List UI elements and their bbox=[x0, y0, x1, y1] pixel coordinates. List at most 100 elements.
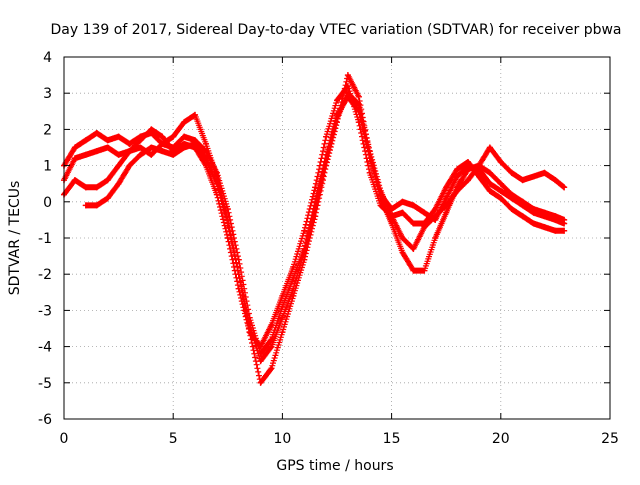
data-point bbox=[115, 180, 122, 187]
data-point bbox=[366, 169, 373, 176]
data-point bbox=[552, 177, 559, 184]
y-tick-label: 2 bbox=[43, 122, 52, 138]
data-point bbox=[410, 220, 417, 227]
data-point bbox=[443, 195, 450, 202]
data-point bbox=[465, 177, 472, 184]
data-point bbox=[552, 213, 559, 220]
data-point bbox=[465, 158, 472, 165]
data-point bbox=[279, 329, 286, 336]
chart-title: Day 139 of 2017, Sidereal Day-to-day VTE… bbox=[50, 22, 621, 38]
x-tick-label: 15 bbox=[383, 431, 401, 447]
points-layer bbox=[61, 72, 568, 386]
y-tick-label: 4 bbox=[43, 50, 52, 66]
data-point bbox=[312, 206, 319, 213]
data-point bbox=[202, 140, 209, 147]
data-point bbox=[541, 209, 548, 216]
data-point bbox=[82, 184, 89, 191]
data-point bbox=[355, 101, 362, 108]
x-tick-label: 25 bbox=[601, 431, 619, 447]
data-point bbox=[82, 202, 89, 209]
data-point bbox=[399, 209, 406, 216]
y-tick-label: -4 bbox=[38, 340, 52, 356]
data-point bbox=[519, 213, 526, 220]
data-point bbox=[344, 72, 351, 79]
data-point bbox=[377, 202, 384, 209]
data-point bbox=[301, 249, 308, 256]
data-point bbox=[508, 206, 515, 213]
data-point bbox=[561, 184, 568, 191]
y-tick-label: 3 bbox=[43, 86, 52, 102]
data-point bbox=[497, 187, 504, 194]
data-point bbox=[432, 213, 439, 220]
data-point bbox=[148, 126, 155, 133]
data-point bbox=[126, 140, 133, 147]
data-point bbox=[170, 148, 177, 155]
data-point bbox=[104, 137, 111, 144]
data-point bbox=[181, 140, 188, 147]
data-point bbox=[497, 180, 504, 187]
x-tick-label: 10 bbox=[273, 431, 291, 447]
data-point bbox=[71, 144, 78, 151]
data-point bbox=[137, 144, 144, 151]
data-point bbox=[344, 82, 351, 89]
data-point bbox=[561, 216, 568, 223]
data-point bbox=[432, 206, 439, 213]
data-point bbox=[279, 314, 286, 321]
data-point bbox=[137, 137, 144, 144]
data-point bbox=[181, 119, 188, 126]
data-point bbox=[159, 140, 166, 147]
data-point bbox=[126, 148, 133, 155]
data-point bbox=[486, 144, 493, 151]
data-point bbox=[561, 227, 568, 234]
y-tick-label: 0 bbox=[43, 195, 52, 211]
data-point bbox=[213, 191, 220, 198]
data-point bbox=[268, 343, 275, 350]
data-point bbox=[355, 119, 362, 126]
data-point bbox=[399, 198, 406, 205]
data-point bbox=[410, 267, 417, 274]
data-point bbox=[475, 173, 482, 180]
data-point bbox=[159, 133, 166, 140]
y-tick-label: 1 bbox=[43, 159, 52, 175]
series-2 bbox=[61, 72, 568, 386]
data-point bbox=[257, 358, 264, 365]
data-point bbox=[541, 169, 548, 176]
x-tick-label: 0 bbox=[60, 431, 69, 447]
data-point bbox=[104, 177, 111, 184]
data-point bbox=[443, 184, 450, 191]
data-point bbox=[279, 292, 286, 299]
data-point bbox=[104, 144, 111, 151]
y-tick-label: -2 bbox=[38, 267, 52, 283]
data-point bbox=[552, 227, 559, 234]
data-point bbox=[323, 133, 330, 140]
data-point bbox=[421, 267, 428, 274]
data-point bbox=[410, 245, 417, 252]
data-point bbox=[290, 285, 297, 292]
data-point bbox=[355, 93, 362, 100]
data-point bbox=[334, 97, 340, 104]
data-point bbox=[115, 133, 122, 140]
data-point bbox=[519, 177, 526, 184]
data-point bbox=[170, 133, 177, 140]
y-tick-label: -1 bbox=[38, 231, 52, 247]
data-point bbox=[443, 209, 450, 216]
data-point bbox=[301, 227, 308, 234]
grid-layer bbox=[64, 57, 610, 419]
data-point bbox=[497, 158, 504, 165]
data-point bbox=[399, 249, 406, 256]
y-tick-label: -6 bbox=[38, 412, 52, 428]
data-point bbox=[93, 202, 100, 209]
y-tick-label: -5 bbox=[38, 376, 52, 392]
data-point bbox=[508, 191, 515, 198]
data-point bbox=[399, 235, 406, 241]
data-point bbox=[82, 137, 89, 144]
x-tick-label: 5 bbox=[169, 431, 178, 447]
data-point bbox=[224, 235, 231, 241]
data-point bbox=[323, 158, 330, 165]
data-point bbox=[388, 213, 395, 220]
data-point bbox=[82, 151, 89, 158]
data-point bbox=[126, 162, 133, 169]
data-point bbox=[410, 202, 417, 209]
data-point bbox=[137, 151, 144, 158]
